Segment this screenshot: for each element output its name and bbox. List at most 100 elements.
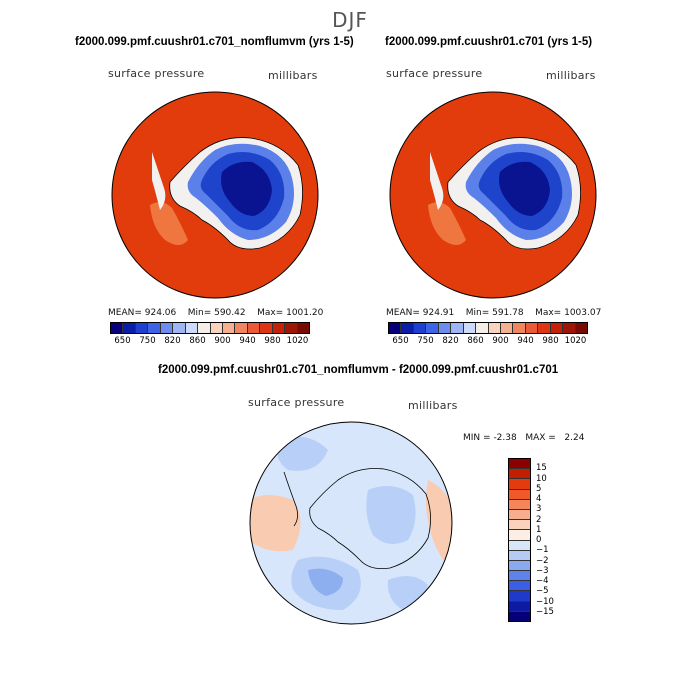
colorbar-tick-label: 5 [536, 483, 542, 494]
colorbar-swatch [509, 591, 530, 602]
colorbar-swatch [513, 323, 526, 333]
colorbar-swatch [550, 323, 564, 333]
colorbar-tick-label: 820 [164, 336, 181, 346]
left-shelf-anomaly [150, 202, 188, 245]
colorbar-tick-label: 940 [239, 336, 256, 346]
colorbar-swatch [222, 323, 236, 333]
right-map-border [389, 91, 597, 299]
main-title: DJF [332, 8, 368, 32]
right-variable-label: surface pressure [386, 67, 483, 80]
diff-variable-label: surface pressure [248, 396, 345, 409]
right-mean-label: MEAN= [386, 308, 420, 318]
colorbar-swatch [173, 323, 186, 333]
diff-panel-title: f2000.099.pmf.cuushr01.c701_nomflumvm - … [158, 364, 559, 376]
left-min-label: Min= [187, 308, 212, 318]
colorbar-swatch [111, 323, 124, 333]
left-min-value: 590.42 [214, 308, 246, 318]
colorbar-tick-label: 940 [517, 336, 534, 346]
left-coastline [169, 137, 303, 250]
left-ice-deep [221, 161, 272, 216]
colorbar-swatch [488, 323, 501, 333]
diff-colorbar [508, 458, 531, 622]
colorbar-swatch [247, 323, 261, 333]
left-colorbar: 650 750 820 860 900 940 980 1020 [110, 322, 310, 346]
right-polar-map [389, 91, 597, 299]
colorbar-tick-label: −10 [536, 596, 554, 607]
colorbar-tick-label: 4 [536, 494, 542, 504]
colorbar-swatch [451, 323, 464, 333]
diff-min-label: MIN = [463, 433, 491, 443]
colorbar-swatch [148, 323, 161, 333]
colorbar-swatch [538, 323, 551, 333]
right-peninsula [430, 152, 444, 210]
colorbar-tick-label: 860 [467, 336, 484, 346]
colorbar-swatch [509, 540, 530, 551]
left-max-value: 1001.20 [286, 308, 324, 318]
colorbar-tick-label: 750 [139, 336, 156, 346]
right-units-label: millibars [546, 69, 596, 82]
colorbar-tick-label: 0 [536, 535, 542, 545]
diff-neg-core-south [308, 568, 343, 596]
right-max-value: 1003.07 [564, 308, 602, 318]
colorbar-swatch [509, 469, 530, 480]
left-variable-label: surface pressure [108, 67, 205, 80]
colorbar-tick-label: 10 [536, 473, 547, 484]
colorbar-swatch [509, 560, 530, 572]
colorbar-swatch [123, 323, 136, 333]
diff-minmax: MIN = -2.38 MAX = 2.24 [463, 433, 584, 443]
colorbar-swatch [509, 571, 530, 582]
colorbar-tick-label: 3 [536, 504, 542, 515]
diff-map-border [249, 421, 453, 625]
left-colorbar-ticks: 650 750 820 860 900 940 980 1020 [110, 334, 310, 346]
colorbar-tick-label: −5 [536, 586, 549, 597]
colorbar-swatch [509, 530, 530, 541]
colorbar-tick-label: 860 [189, 336, 206, 346]
left-peninsula [152, 152, 166, 210]
colorbar-swatch [509, 581, 530, 592]
colorbar-swatch [401, 323, 414, 333]
colorbar-swatch [463, 323, 477, 333]
colorbar-swatch [235, 323, 248, 333]
diff-units-label: millibars [408, 399, 458, 412]
left-max-label: Max= [257, 308, 284, 318]
left-mean-value: 924.06 [144, 308, 177, 318]
colorbar-swatch [509, 459, 530, 470]
colorbar-tick-label: 650 [114, 336, 131, 346]
diff-pos-patch-west [250, 495, 301, 552]
right-min-value: 591.78 [492, 308, 524, 318]
colorbar-swatch [185, 323, 199, 333]
colorbar-swatch [509, 499, 530, 510]
colorbar-tick-label: 750 [417, 336, 434, 346]
colorbar-tick-label: 900 [214, 336, 231, 346]
colorbar-swatch [509, 611, 530, 621]
colorbar-swatch [509, 479, 530, 490]
colorbar-tick-label: −3 [536, 565, 549, 576]
left-map-border [111, 91, 319, 299]
colorbar-swatch [285, 323, 298, 333]
left-units-label: millibars [268, 69, 318, 82]
diff-polar-map [249, 421, 453, 625]
left-colorbar-swatches [110, 322, 310, 334]
diff-neg-patch-nw [276, 436, 328, 471]
right-min-label: Min= [465, 308, 490, 318]
diff-colorbar-ticks: 15 10 5 4 3 2 1 0 −1 −2 −3 −4 −5 −10 −15 [536, 458, 576, 622]
colorbar-swatch [210, 323, 223, 333]
diff-min-value: -2.38 [493, 433, 517, 443]
colorbar-swatch [135, 323, 149, 333]
right-mean-value: 924.91 [422, 308, 455, 318]
colorbar-tick-label: −2 [536, 555, 549, 566]
colorbar-swatch [563, 323, 576, 333]
colorbar-tick-label: 900 [492, 336, 509, 346]
right-colorbar-swatches [388, 322, 588, 334]
diff-max-value: 2.24 [564, 433, 585, 443]
colorbar-swatch [198, 323, 211, 333]
colorbar-swatch [509, 550, 530, 561]
colorbar-tick-label: 1 [536, 524, 542, 535]
colorbar-tick-label: 820 [442, 336, 459, 346]
right-colorbar-ticks: 650 750 820 860 900 940 980 1020 [388, 334, 588, 346]
colorbar-swatch [575, 323, 587, 333]
colorbar-swatch [389, 323, 402, 333]
diff-pos-patch-east [425, 480, 452, 570]
colorbar-swatch [500, 323, 514, 333]
colorbar-swatch [160, 323, 174, 333]
